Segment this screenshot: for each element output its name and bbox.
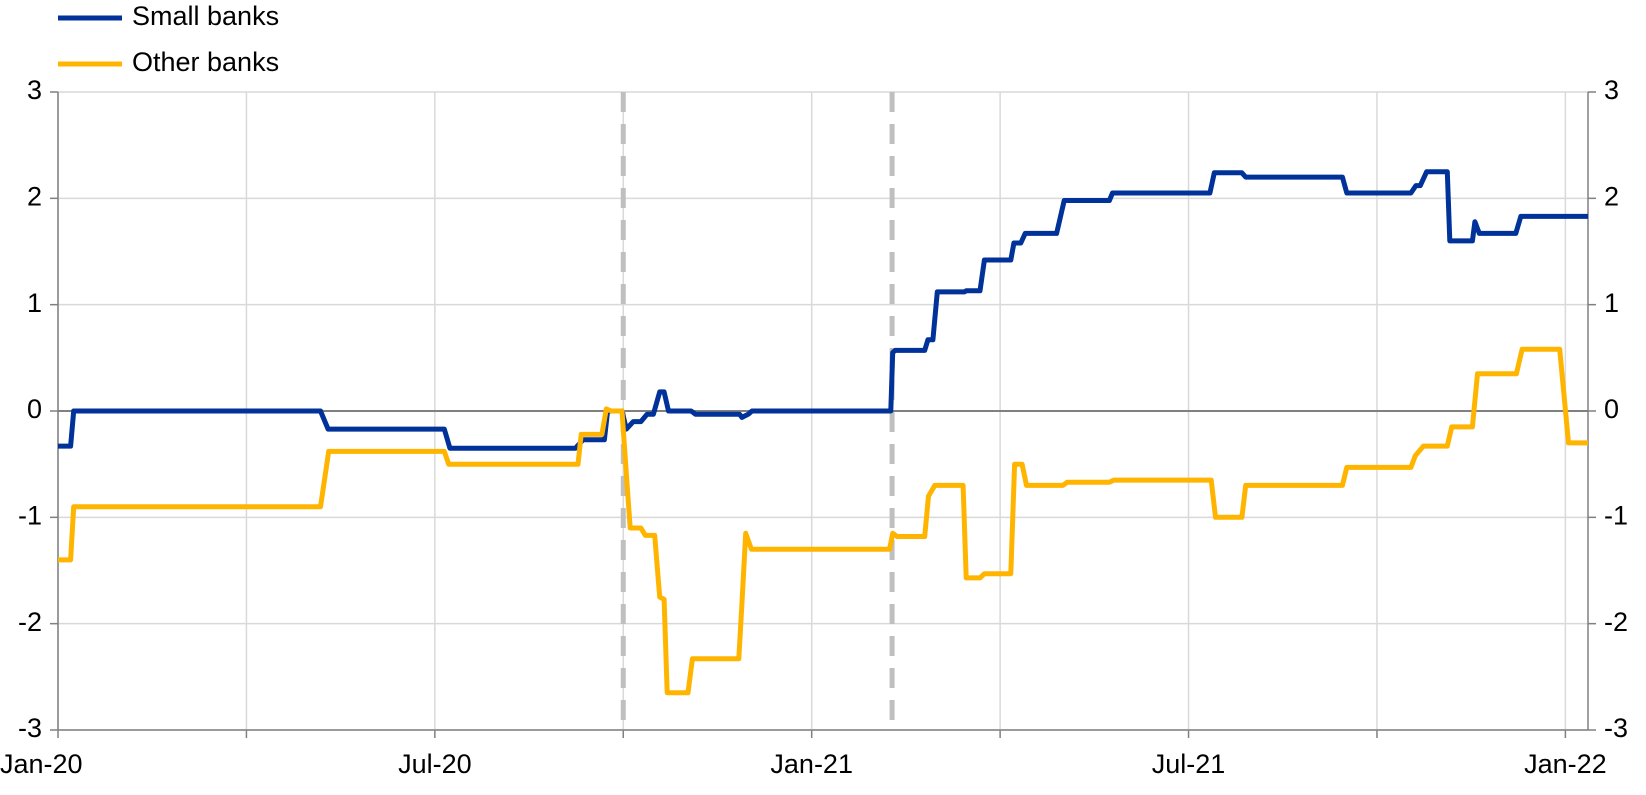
y-tick-label: 3 [27, 75, 42, 105]
y2-tick-label: 2 [1604, 181, 1619, 211]
y-tick-label: 0 [27, 394, 42, 424]
x-tick-label: Jan-22 [1524, 749, 1607, 779]
x-tick-label: Jul-20 [398, 749, 472, 779]
x-tick-label: Jul-21 [1152, 749, 1226, 779]
y2-tick-label: 3 [1604, 75, 1619, 105]
y2-tick-label: -2 [1604, 607, 1628, 637]
y2-tick-label: -3 [1604, 713, 1628, 743]
y2-tick-label: 1 [1604, 288, 1619, 318]
y-tick-label: -1 [18, 500, 42, 530]
x-tick-label: Jan-21 [770, 749, 853, 779]
y2-tick-label: 0 [1604, 394, 1619, 424]
series-line [58, 169, 1588, 451]
series-line [58, 346, 1588, 696]
y-tick-label: 2 [27, 181, 42, 211]
y-tick-label: -3 [18, 713, 42, 743]
y-tick-label: -2 [18, 607, 42, 637]
legend-label: Other banks [132, 47, 279, 77]
y-tick-label: 1 [27, 288, 42, 318]
y2-tick-label: -1 [1604, 500, 1628, 530]
x-tick-label: Jan-20 [0, 749, 83, 779]
legend-label: Small banks [132, 1, 279, 31]
